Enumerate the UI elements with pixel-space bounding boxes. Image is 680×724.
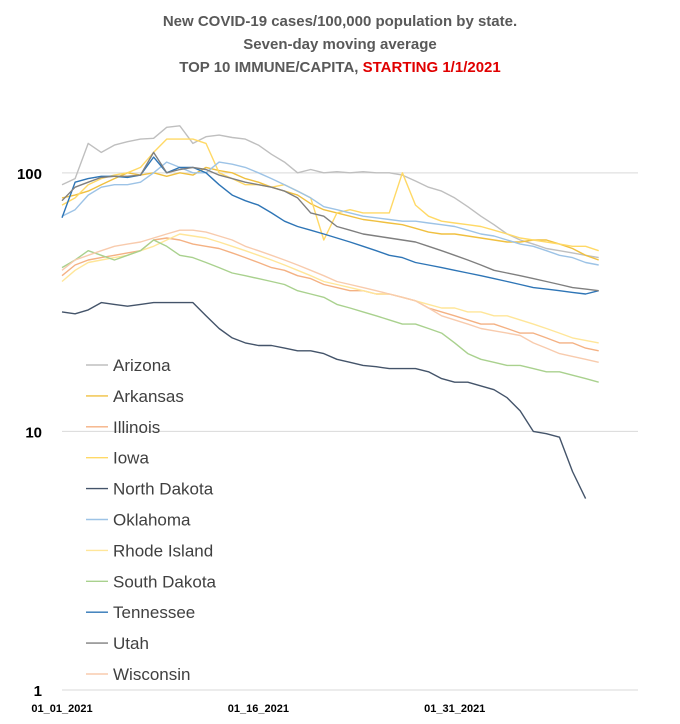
legend-label-arkansas: Arkansas	[113, 387, 184, 406]
series-line-utah	[61, 151, 599, 292]
legend-label-wisconsin: Wisconsin	[113, 665, 190, 684]
x-tick-label: 01_16_2021	[228, 703, 289, 715]
y-tick-label: 10	[25, 424, 42, 441]
chart-title-highlight: STARTING 1/1/2021	[362, 59, 501, 76]
chart-title-line3: TOP 10 IMMUNE/CAPITA, STARTING 1/1/2021	[0, 59, 680, 76]
series-line-oklahoma	[61, 161, 599, 266]
legend-label-south-dakota: South Dakota	[113, 572, 217, 591]
legend-label-arizona: Arizona	[113, 356, 171, 375]
legend-label-illinois: Illinois	[113, 418, 160, 437]
y-tick-label: 100	[17, 166, 42, 183]
series-line-rhode-island	[61, 233, 599, 344]
series-line-wisconsin	[61, 229, 599, 363]
legend-label-utah: Utah	[113, 634, 149, 653]
chart-title-prefix: TOP 10 IMMUNE/CAPITA,	[179, 59, 363, 76]
series-line-arkansas	[61, 166, 599, 261]
chart-title-line2: Seven-day moving average	[243, 36, 437, 53]
series-line-tennessee	[61, 156, 599, 295]
y-tick-label: 1	[34, 683, 42, 700]
legend-label-oklahoma: Oklahoma	[113, 511, 191, 530]
legend-label-iowa: Iowa	[113, 449, 149, 468]
series-line-south-dakota	[61, 239, 599, 383]
chart-title-line1: New COVID-19 cases/100,000 population by…	[162, 13, 518, 30]
series-line-illinois	[61, 237, 599, 352]
x-tick-label: 01_01_2021	[31, 703, 92, 715]
series-line-north-dakota	[61, 301, 587, 499]
series-line-iowa	[61, 138, 599, 252]
legend-label-north-dakota: North Dakota	[113, 480, 214, 499]
x-tick-label: 01_31_2021	[424, 703, 485, 715]
legend-label-rhode-island: Rhode Island	[113, 541, 213, 560]
legend-label-tennessee: Tennessee	[113, 603, 195, 622]
